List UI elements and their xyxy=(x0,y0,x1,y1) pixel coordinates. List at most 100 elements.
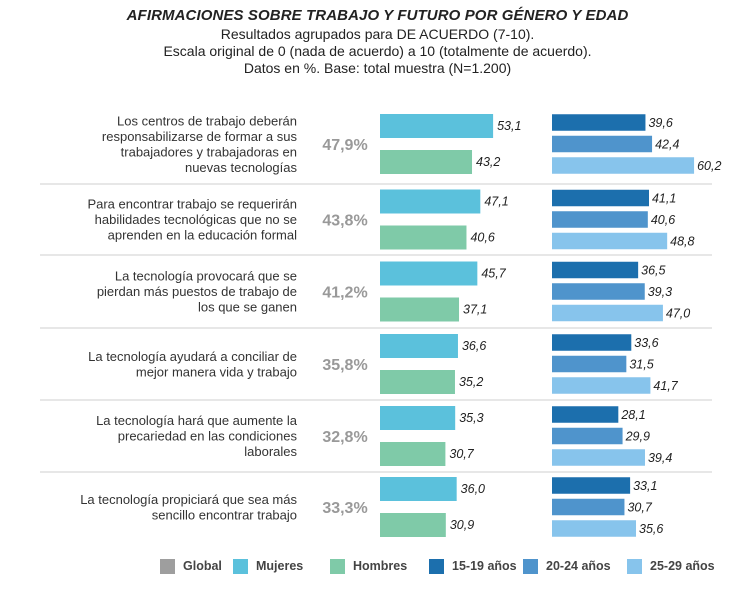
bar-label-age-20-24: 30,7 xyxy=(627,501,652,515)
statement-line: La tecnología hará que aumente la xyxy=(96,413,298,428)
bar-age-25-29 xyxy=(552,449,645,466)
bar-label-mujeres: 36,0 xyxy=(461,482,485,496)
legend-label: 25-29 años xyxy=(650,559,715,573)
bar-label-hombres: 35,2 xyxy=(459,375,483,389)
bar-label-mujeres: 53,1 xyxy=(497,119,521,133)
statement-line: aprenden en la educación formal xyxy=(108,228,297,243)
legend-item-15-19-anos: 15-19 años xyxy=(429,556,517,576)
global-value: 43,8% xyxy=(322,213,367,230)
bar-hombres xyxy=(380,442,446,466)
bar-label-age-15-19: 36,5 xyxy=(641,264,665,278)
statement-line: mejor manera vida y trabajo xyxy=(136,364,297,379)
bar-age-20-24 xyxy=(552,135,653,153)
bar-label-mujeres: 45,7 xyxy=(481,267,506,281)
bar-label-mujeres: 35,3 xyxy=(459,411,483,425)
statement-line: La tecnología propiciará que sea más xyxy=(80,492,297,507)
legend-swatch xyxy=(429,558,444,574)
bar-label-age-20-24: 39,3 xyxy=(648,285,672,299)
legend-swatch xyxy=(233,558,248,574)
bar-label-hombres: 43,2 xyxy=(476,155,500,169)
statement-line: habilidades tecnológicas que no se xyxy=(95,212,297,227)
bar-age-15-19 xyxy=(552,334,632,351)
bar-mujeres xyxy=(380,477,457,501)
statement-line: responsabilizarse de formar a sus xyxy=(102,129,298,144)
bar-hombres xyxy=(380,297,460,322)
bar-age-25-29 xyxy=(552,520,637,537)
bar-label-age-25-29: 41,7 xyxy=(653,379,678,393)
statement-line: trabajadores y trabajadoras en xyxy=(121,144,297,159)
bar-label-mujeres: 47,1 xyxy=(484,195,508,209)
bar-chart: Los centros de trabajo deberánresponsabi… xyxy=(40,113,721,537)
bar-label-age-15-19: 41,1 xyxy=(652,192,676,206)
bar-label-mujeres: 36,6 xyxy=(462,339,486,353)
statement-line: La tecnología ayudará a conciliar de xyxy=(88,349,297,364)
bar-age-15-19 xyxy=(552,477,631,494)
statement-line: los que se ganen xyxy=(198,300,297,315)
legend-item-hombres: Hombres xyxy=(330,556,407,576)
legend-label: 15-19 años xyxy=(452,559,517,573)
bar-mujeres xyxy=(380,114,494,138)
bar-label-hombres: 30,7 xyxy=(449,447,474,461)
global-value: 41,2% xyxy=(322,285,367,302)
bar-label-age-20-24: 31,5 xyxy=(629,358,653,372)
statement-line: sencillo encontrar trabajo xyxy=(152,507,297,522)
bar-label-age-15-19: 33,6 xyxy=(634,336,658,350)
bar-label-hombres: 37,1 xyxy=(463,303,487,317)
bar-label-age-25-29: 47,0 xyxy=(666,307,690,321)
page-title: AFIRMACIONES SOBRE TRABAJO Y FUTURO POR … xyxy=(126,7,629,24)
bar-hombres xyxy=(380,513,446,537)
bar-age-15-19 xyxy=(552,261,639,279)
legend-item-global: Global xyxy=(160,556,222,576)
legend-swatch xyxy=(330,558,345,574)
bar-label-hombres: 40,6 xyxy=(470,231,494,245)
bar-age-25-29 xyxy=(552,232,668,250)
legend-label: 20-24 años xyxy=(546,559,611,573)
bar-mujeres xyxy=(380,261,478,286)
legend-item-25-29-anos: 25-29 años xyxy=(627,556,715,576)
legend-swatch xyxy=(523,558,538,574)
statement-line: Los centros de trabajo deberán xyxy=(117,113,297,128)
legend-label: Mujeres xyxy=(256,559,304,573)
bar-age-20-24 xyxy=(552,211,648,228)
bar-hombres xyxy=(380,370,455,394)
bar-mujeres xyxy=(380,189,481,214)
bar-age-25-29 xyxy=(552,377,651,394)
bar-age-20-24 xyxy=(552,355,627,373)
bar-age-20-24 xyxy=(552,427,623,445)
bar-age-25-29 xyxy=(552,157,695,174)
statement-line: Para encontrar trabajo se requerirán xyxy=(87,197,297,212)
legend-label: Hombres xyxy=(353,559,408,573)
bar-age-15-19 xyxy=(552,189,649,207)
subtitle-line-1: Resultados agrupados para DE ACUERDO (7-… xyxy=(220,26,535,42)
bar-label-age-20-24: 40,6 xyxy=(651,213,675,227)
legend-swatch xyxy=(160,558,175,574)
bar-age-15-19 xyxy=(552,114,646,131)
subtitle-line-2: Escala original de 0 (nada de acuerdo) a… xyxy=(163,43,592,59)
statement-line: laborales xyxy=(244,444,297,459)
bar-hombres xyxy=(380,225,467,250)
bar-label-age-25-29: 39,4 xyxy=(648,451,672,465)
statement-line: La tecnología provocará que se xyxy=(115,269,297,284)
global-value: 32,8% xyxy=(322,429,367,446)
bar-label-age-20-24: 29,9 xyxy=(625,430,650,444)
statement-line: precariedad en las condiciones xyxy=(118,429,298,444)
bar-label-hombres: 30,9 xyxy=(450,518,474,532)
bar-age-25-29 xyxy=(552,304,663,322)
bar-label-age-15-19: 33,1 xyxy=(633,479,657,493)
bar-label-age-25-29: 35,6 xyxy=(639,522,663,536)
bar-age-20-24 xyxy=(552,498,625,516)
statement-line: pierdan más puestos de trabajo de xyxy=(97,284,297,299)
bar-label-age-15-19: 39,6 xyxy=(648,116,672,130)
legend-swatch xyxy=(627,558,642,574)
bar-label-age-25-29: 60,2 xyxy=(697,159,721,173)
bar-label-age-15-19: 28,1 xyxy=(620,408,645,422)
legend-item-mujeres: Mujeres xyxy=(233,556,303,576)
bar-mujeres xyxy=(380,334,458,358)
legend: Global Mujeres Hombres 15-19 años 20-24 años… xyxy=(0,556,755,578)
bar-age-20-24 xyxy=(552,283,645,300)
bar-hombres xyxy=(380,150,473,174)
bar-age-15-19 xyxy=(552,406,619,423)
bar-label-age-20-24: 42,4 xyxy=(655,138,679,152)
legend-label: Global xyxy=(183,559,222,573)
bar-mujeres xyxy=(380,406,456,430)
